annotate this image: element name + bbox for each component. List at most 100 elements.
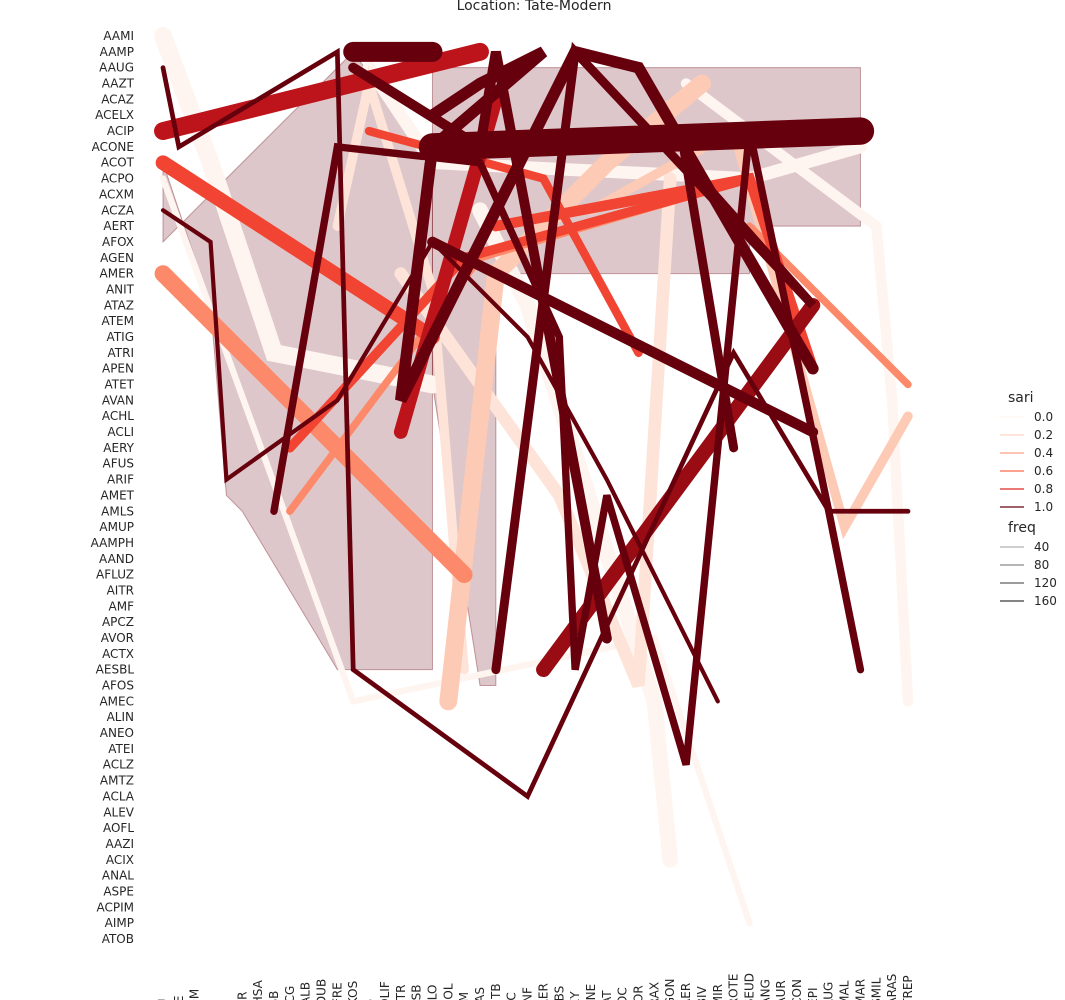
legend-hue-label: 0.4 <box>1034 446 1053 460</box>
x-tick-label: ABAU <box>156 999 170 1000</box>
x-tick-label: AMSMAL <box>838 980 852 1000</box>
series-layer <box>154 27 914 927</box>
x-tick-label: AENTC <box>505 992 519 1000</box>
y-tick-label: ALIN <box>107 710 134 724</box>
x-tick-label: AMPSEUD <box>742 973 756 1000</box>
y-tick-label: AAZI <box>105 837 134 851</box>
y-tick-label: AAUG <box>99 61 134 75</box>
series-line-3 <box>680 78 914 707</box>
y-tick-label: ACXM <box>99 187 134 201</box>
x-tick-label: ABECOL <box>441 983 455 1000</box>
y-tick-label: ATEM <box>101 314 134 328</box>
y-tick-label: AVOR <box>101 631 134 645</box>
y-tick-label: APCZ <box>102 615 134 629</box>
x-tick-label: AKRPNE <box>584 984 598 1000</box>
y-tick-label: ARIF <box>107 473 134 487</box>
x-tick-label: ACLEBS <box>552 986 566 1000</box>
x-tick-label: AECOLIF <box>378 981 392 1000</box>
y-tick-label: ACELX <box>95 108 134 122</box>
y-tick-label: AFOX <box>102 235 134 249</box>
x-tick-label: AMSCON <box>790 979 804 1000</box>
y-tick-label: ACTX <box>102 647 134 661</box>
x-tick-label: ABHINF <box>521 987 535 1000</box>
x-tick-label: AMCDUB <box>315 979 329 1000</box>
x-tick-label: AMPMIR <box>711 984 725 1000</box>
x-tick-label: AMSAUR <box>774 980 788 1000</box>
y-tick-label: AMTZ <box>100 774 134 788</box>
y-tick-label: AAND <box>99 552 134 566</box>
y-tick-label: AMEC <box>99 694 134 708</box>
y-tick-label: AESBL <box>96 663 135 677</box>
x-tick-label: AFROM <box>188 989 202 1000</box>
series-line-6 <box>332 65 469 675</box>
y-tick-label: AMET <box>101 488 135 502</box>
legend-hue-label: 0.2 <box>1034 428 1053 442</box>
y-tick-label: ACIP <box>107 124 134 138</box>
x-tick-label: AEFAM <box>457 992 471 1000</box>
y-tick-label: AERY <box>103 441 134 455</box>
y-tick-label: AAMPH <box>91 536 134 550</box>
y-tick-label: ATRI <box>108 346 134 360</box>
y-tick-label: AMUP <box>99 520 134 534</box>
y-tick-label: AVAN <box>102 393 134 407</box>
y-tick-label: ATEI <box>108 742 134 756</box>
series-line-27 <box>160 208 720 704</box>
y-tick-label: AOFL <box>103 821 134 835</box>
y-tick-label: AIMP <box>105 916 134 930</box>
y-tick-label: AAMP <box>100 45 134 59</box>
x-tick-label: AMROC <box>616 987 630 1000</box>
x-tick-label: AMMOR <box>632 985 646 1000</box>
legend: sari 0.0 0.2 0.4 0.6 0.8 1.0 freq 40 80 120 160 <box>1000 390 1057 608</box>
y-tick-label: AERT <box>103 219 134 233</box>
x-tick-label: ACINE <box>172 996 186 1000</box>
x-tick-label: ABCER <box>235 991 249 1000</box>
y-tick-label: AMLS <box>101 504 134 518</box>
x-tick-label: AMCKOS <box>346 981 360 1000</box>
y-tick-label: ACAZ <box>101 92 134 106</box>
x-tick-label: AMSANG <box>758 979 772 1000</box>
y-tick-label: AFUS <box>102 457 134 471</box>
legend-hue-label: 0.6 <box>1034 464 1053 478</box>
legend-size-title: freq <box>1008 520 1036 536</box>
y-tick-label: AAZT <box>102 77 135 91</box>
y-tick-label: AMF <box>109 599 135 613</box>
legend-size-label: 80 <box>1034 558 1049 572</box>
x-tick-label: AMPBIV <box>695 985 709 1000</box>
series-line-26 <box>160 47 911 801</box>
y-tick-label: ACOT <box>101 156 135 170</box>
x-tick-label: AMSSMIL <box>869 977 883 1000</box>
chart-title: Location: Tate-Modern <box>457 0 612 14</box>
x-tick-label: AMSARAS <box>885 974 899 1000</box>
x-tick-label: AMPAER <box>679 983 693 1000</box>
y-tick-label: AMER <box>100 267 134 281</box>
y-tick-label: AAMI <box>103 29 134 43</box>
y-tick-label: ACLZ <box>103 758 134 772</box>
series-line-4 <box>159 175 753 927</box>
y-tick-label: ACHL <box>102 409 134 423</box>
x-tick-label: AEEFAS <box>473 987 487 1000</box>
y-tick-label: AGEN <box>100 251 134 265</box>
x-tick-label: AMPROTE <box>727 974 741 1000</box>
legend-hue-label: 0.0 <box>1034 410 1053 424</box>
x-tick-label: AMCAT <box>600 990 614 1000</box>
x-tick-label: AMBHSA <box>251 979 265 1000</box>
x-tick-label: ACOXY <box>568 991 582 1000</box>
legend-hue-title: sari <box>1008 390 1034 406</box>
series-line-25 <box>270 130 865 766</box>
x-tick-label: AMSEPI <box>806 987 820 1000</box>
series-line-0 <box>154 27 442 394</box>
legend-hue-label: 0.8 <box>1034 482 1053 496</box>
x-tick-label: ABENTB <box>489 983 503 1000</box>
y-tick-label: ACLI <box>107 425 134 439</box>
y-tick-label: ANAL <box>102 869 134 883</box>
series-line-16 <box>154 42 489 140</box>
x-tick-label: AMPRAX <box>647 982 661 1000</box>
y-tick-label: ACZA <box>101 203 135 217</box>
legend-hue-label: 1.0 <box>1034 500 1053 514</box>
series-line-24 <box>491 41 817 675</box>
x-tick-label: AMPGON <box>663 978 677 1000</box>
y-tick-label: ACPO <box>101 172 134 186</box>
x-tick-label: ADISCG <box>283 986 297 1000</box>
y-tick-label: ANIT <box>106 282 135 296</box>
